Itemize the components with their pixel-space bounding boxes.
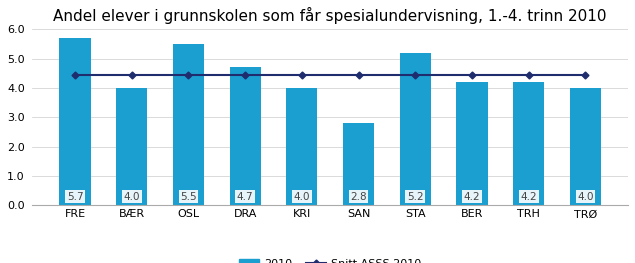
Text: 2.8: 2.8 — [351, 192, 367, 202]
Bar — [286, 88, 318, 205]
Bar — [173, 44, 204, 205]
Legend: 2010, Snitt ASSS 2010: 2010, Snitt ASSS 2010 — [234, 255, 426, 263]
Text: 5.7: 5.7 — [67, 192, 83, 202]
Text: 4.2: 4.2 — [520, 192, 537, 202]
Title: Andel elever i grunnskolen som får spesialundervisning, 1.-4. trinn 2010: Andel elever i grunnskolen som får spesi… — [53, 7, 607, 24]
Bar — [229, 67, 261, 205]
Bar — [343, 123, 374, 205]
Text: 4.0: 4.0 — [123, 192, 140, 202]
Text: 4.0: 4.0 — [577, 192, 594, 202]
Bar — [513, 82, 544, 205]
Bar — [60, 38, 91, 205]
Bar — [116, 88, 147, 205]
Text: 4.0: 4.0 — [293, 192, 310, 202]
Bar — [570, 88, 601, 205]
Text: 4.2: 4.2 — [464, 192, 480, 202]
Bar — [399, 53, 431, 205]
Text: 5.5: 5.5 — [180, 192, 197, 202]
Text: 5.2: 5.2 — [407, 192, 424, 202]
Bar — [457, 82, 488, 205]
Text: 4.7: 4.7 — [237, 192, 253, 202]
